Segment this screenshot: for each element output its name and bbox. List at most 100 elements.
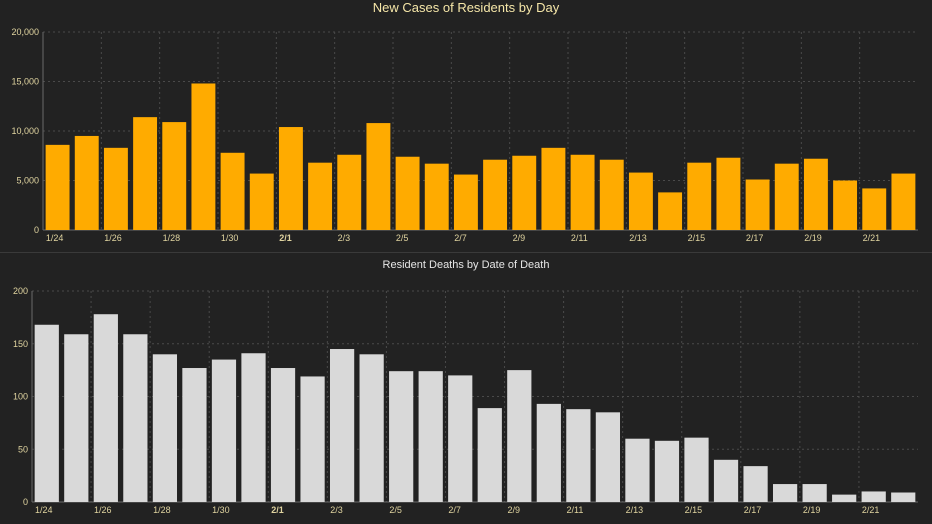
cases-x-tick-label: 2/21: [863, 233, 881, 243]
deaths-bar[interactable]: [389, 371, 414, 502]
cases-bar[interactable]: [191, 83, 216, 230]
deaths-x-tick-label: 1/26: [94, 505, 112, 515]
deaths-bar[interactable]: [123, 334, 148, 502]
cases-bar[interactable]: [745, 179, 770, 230]
deaths-x-tick-label: 2/11: [567, 505, 584, 515]
deaths-bar[interactable]: [507, 370, 532, 502]
cases-x-tick-label: 2/1: [279, 233, 292, 243]
deaths-x-tick-label: 2/17: [744, 505, 762, 515]
deaths-bar[interactable]: [300, 376, 325, 502]
deaths-bar[interactable]: [448, 375, 473, 502]
deaths-bar[interactable]: [34, 324, 59, 502]
cases-x-tick-label: 2/15: [688, 233, 706, 243]
cases-x-tick-label: 1/26: [104, 233, 122, 243]
cases-bar[interactable]: [133, 117, 158, 230]
cases-bar[interactable]: [162, 122, 187, 230]
cases-y-tick-label: 20,000: [11, 27, 39, 37]
deaths-bar[interactable]: [713, 459, 739, 502]
cases-y-tick-label: 10,000: [11, 126, 39, 136]
cases-bar[interactable]: [716, 157, 741, 230]
deaths-bar[interactable]: [566, 409, 591, 502]
deaths-bar[interactable]: [832, 494, 857, 502]
panel-divider: [0, 252, 932, 253]
cases-x-tick-label: 2/11: [571, 233, 588, 243]
cases-x-tick-label: 2/17: [746, 233, 764, 243]
cases-x-tick-label: 2/3: [338, 233, 351, 243]
deaths-bar[interactable]: [743, 466, 768, 502]
cases-x-tick-label: 2/13: [629, 233, 647, 243]
deaths-bar[interactable]: [625, 438, 650, 502]
deaths-y-tick-label: 150: [13, 339, 28, 349]
deaths-y-tick-label: 50: [18, 444, 28, 454]
deaths-bar[interactable]: [211, 359, 237, 502]
cases-bar[interactable]: [541, 147, 566, 230]
deaths-bar-chart: 200 150 100 50 0 1/24 1/26 1/28 1/30 2/1 2/3 2/5 2/7…: [13, 286, 918, 515]
cases-bar[interactable]: [337, 154, 362, 230]
cases-bar[interactable]: [45, 144, 70, 230]
cases-x-tick-label: 2/19: [804, 233, 822, 243]
cases-bar[interactable]: [103, 147, 128, 230]
cases-bar[interactable]: [308, 162, 333, 230]
cases-bar[interactable]: [891, 173, 916, 230]
cases-bar[interactable]: [658, 192, 683, 230]
new-cases-bar-chart: 20,000 15,000 10,000 5,000 0 1/24 1/26 1/28 1/30…: [11, 27, 918, 243]
deaths-bar[interactable]: [684, 437, 709, 502]
deaths-bar[interactable]: [93, 314, 118, 502]
cases-bar[interactable]: [424, 163, 449, 230]
cases-bar[interactable]: [74, 135, 99, 230]
deaths-chart-title: Resident Deaths by Date of Death: [382, 259, 550, 271]
deaths-x-tick-label: 2/9: [507, 505, 520, 515]
cases-bar[interactable]: [833, 180, 858, 231]
deaths-x-tick-label: 2/1: [271, 505, 284, 515]
deaths-bar[interactable]: [477, 408, 502, 502]
new-cases-chart-panel: New Cases of Residents by Day 20,000 15,0…: [0, 0, 932, 252]
deaths-y-tick-label: 200: [13, 286, 28, 296]
cases-bar[interactable]: [862, 188, 887, 230]
cases-x-tick-label: 1/28: [163, 233, 181, 243]
cases-bar[interactable]: [570, 154, 595, 230]
cases-x-tick-label: 2/9: [513, 233, 526, 243]
deaths-bar[interactable]: [182, 368, 207, 502]
deaths-bar[interactable]: [329, 349, 355, 502]
deaths-bar[interactable]: [270, 368, 296, 502]
cases-bar[interactable]: [453, 174, 478, 230]
deaths-x-tick-label: 1/30: [212, 505, 230, 515]
cases-bar[interactable]: [687, 162, 712, 230]
cases-x-tick-label: 2/5: [396, 233, 409, 243]
deaths-chart-panel: Resident Deaths by Date of Death 200 150 1…: [0, 254, 932, 524]
deaths-bar[interactable]: [241, 353, 266, 502]
deaths-x-tick-label: 2/5: [389, 505, 402, 515]
deaths-bar[interactable]: [64, 334, 89, 502]
deaths-bar[interactable]: [861, 491, 886, 502]
deaths-bar[interactable]: [152, 354, 178, 502]
deaths-x-tick-label: 2/21: [862, 505, 880, 515]
cases-bar[interactable]: [774, 163, 799, 230]
cases-bar[interactable]: [395, 156, 420, 230]
cases-bar[interactable]: [803, 158, 828, 230]
deaths-x-tick-label: 2/3: [330, 505, 343, 515]
deaths-bar[interactable]: [536, 403, 561, 502]
cases-bar[interactable]: [483, 159, 508, 230]
cases-x-tick-label: 1/24: [46, 233, 64, 243]
cases-x-tick-label: 1/30: [221, 233, 239, 243]
cases-bar[interactable]: [628, 172, 653, 230]
deaths-bar[interactable]: [772, 484, 798, 502]
deaths-bar[interactable]: [418, 371, 443, 502]
deaths-x-tick-label: 2/15: [685, 505, 703, 515]
deaths-y-tick-label: 0: [23, 497, 28, 507]
deaths-x-tick-label: 1/28: [153, 505, 171, 515]
cases-bar[interactable]: [220, 152, 245, 230]
deaths-bar[interactable]: [654, 440, 680, 502]
cases-bar[interactable]: [599, 159, 624, 230]
cases-y-tick-label: 0: [34, 225, 39, 235]
deaths-bar[interactable]: [359, 354, 384, 502]
cases-bar[interactable]: [366, 123, 391, 230]
cases-bar[interactable]: [278, 127, 303, 230]
deaths-bar[interactable]: [891, 492, 916, 502]
cases-bar[interactable]: [512, 155, 537, 230]
cases-y-tick-label: 15,000: [11, 77, 39, 87]
deaths-bar[interactable]: [802, 484, 827, 502]
deaths-bar[interactable]: [595, 412, 621, 502]
cases-bar[interactable]: [249, 173, 274, 230]
